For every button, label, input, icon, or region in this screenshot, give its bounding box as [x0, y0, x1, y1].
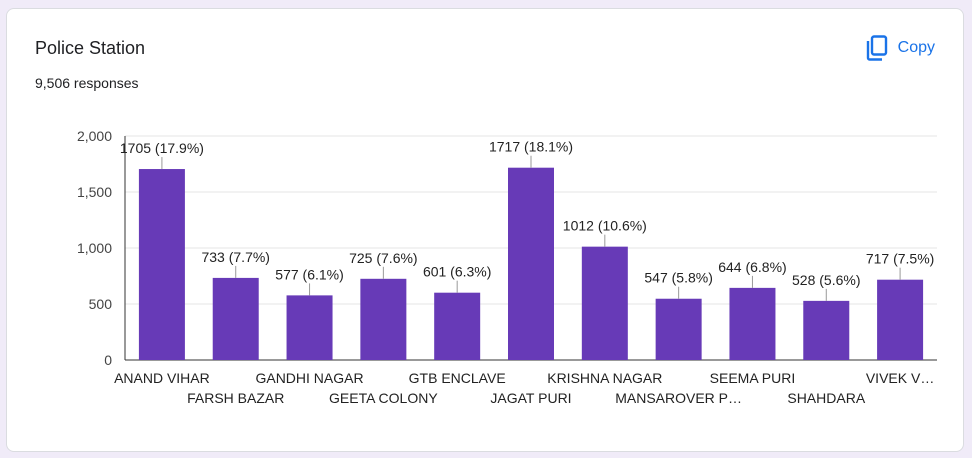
- data-label: 733 (7.7%): [201, 249, 269, 265]
- category-label: FARSH BAZAR: [187, 390, 284, 406]
- bar: [729, 287, 776, 360]
- data-label: 547 (5.8%): [644, 270, 712, 286]
- category-label: GTB ENCLAVE: [409, 370, 506, 386]
- y-tick-label: 1,500: [77, 184, 112, 200]
- data-label: 528 (5.6%): [792, 272, 860, 288]
- data-label: 601 (6.3%): [423, 264, 491, 280]
- category-label: ANAND VIHAR: [114, 370, 210, 386]
- bar: [655, 298, 702, 360]
- data-label: 725 (7.6%): [349, 250, 417, 266]
- bar: [212, 277, 259, 360]
- data-label: 577 (6.1%): [275, 266, 343, 282]
- category-label: GEETA COLONY: [329, 390, 438, 406]
- y-tick-label: 2,000: [77, 128, 112, 144]
- copy-button-label: Copy: [897, 39, 935, 56]
- data-label: 1717 (18.1%): [489, 139, 573, 155]
- category-label: SHAHDARA: [787, 390, 865, 406]
- bar: [138, 169, 185, 360]
- y-tick-label: 0: [104, 352, 112, 368]
- chart-card: Police Station 9,506 responses Copy 0 500…: [6, 8, 964, 452]
- question-title: Police Station: [35, 38, 146, 58]
- y-tick-label: 1,000: [77, 240, 112, 256]
- category-label: KRISHNA NAGAR: [547, 370, 662, 386]
- bar-chart: 0 500 1,000 1,500 2,000 1705 (17.9%) ANAND VIH…: [77, 128, 937, 406]
- data-label: 1012 (10.6%): [563, 218, 647, 234]
- copy-icon: [866, 35, 888, 61]
- copy-chart-button[interactable]: Copy: [860, 31, 941, 65]
- bar: [434, 292, 481, 360]
- data-label: 1705 (17.9%): [120, 140, 204, 156]
- bar: [508, 167, 554, 360]
- category-label: GANDHI NAGAR: [255, 370, 363, 386]
- data-label: 717 (7.5%): [866, 251, 934, 267]
- response-count: 9,506 responses: [35, 75, 139, 91]
- bar: [286, 295, 333, 360]
- y-tick-label: 500: [89, 296, 113, 312]
- category-label: VIVEK V…: [866, 370, 934, 386]
- bar: [581, 246, 628, 360]
- bar: [803, 300, 850, 360]
- bar: [877, 279, 924, 360]
- category-label: MANSAROVER P…: [615, 390, 742, 406]
- category-label: SEEMA PURI: [710, 370, 796, 386]
- data-label: 644 (6.8%): [718, 259, 786, 275]
- category-label: JAGAT PURI: [490, 390, 571, 406]
- bar: [360, 278, 407, 360]
